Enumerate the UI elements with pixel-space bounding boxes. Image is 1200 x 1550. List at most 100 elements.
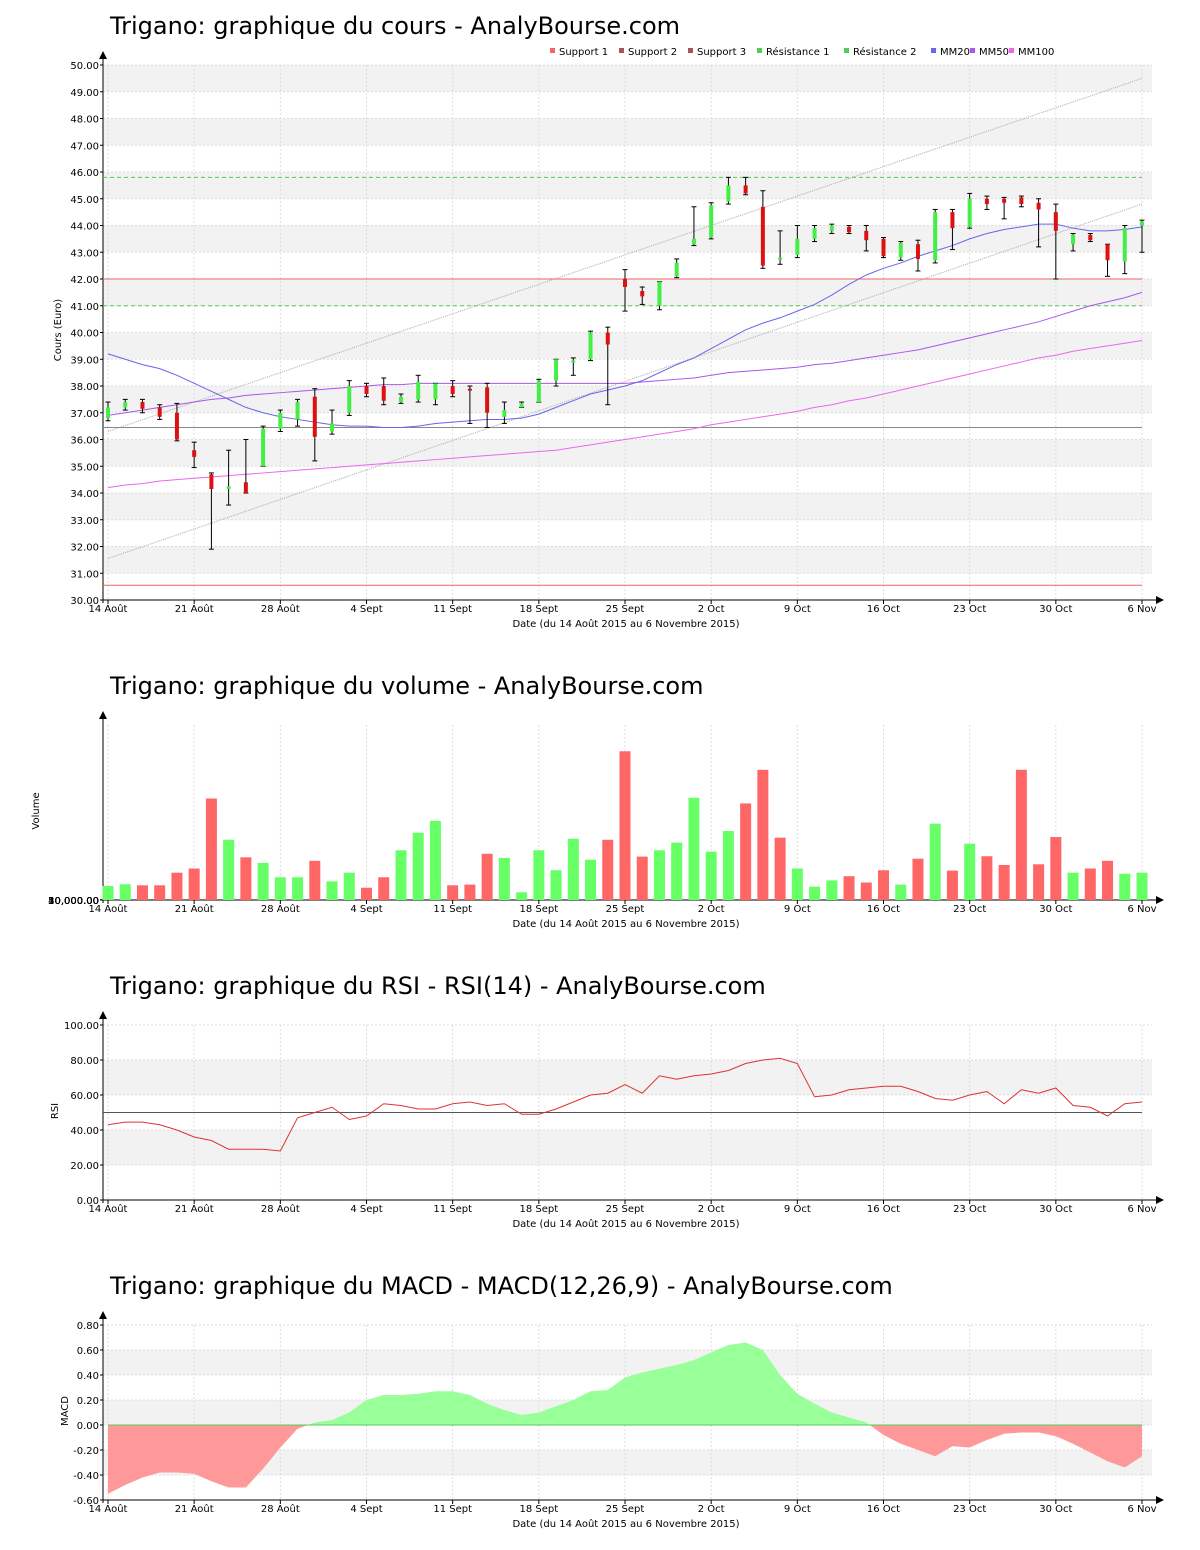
price-y-tick-label: 42.00 [70, 275, 99, 286]
price-x-tick-label: 14 Août [89, 603, 128, 615]
volume-bar [205, 798, 217, 900]
rsi-x-tick-label: 11 Sept [433, 1204, 472, 1215]
candle-body [554, 359, 559, 381]
candle-body [1036, 202, 1041, 210]
macd-x-tick-label: 28 Août [261, 1503, 300, 1515]
legend-label: Support 3 [697, 47, 746, 58]
trend-channel-lower [107, 203, 1143, 560]
volume-bar [843, 876, 855, 900]
rsi-x-tick-label: 2 Oct [698, 1204, 725, 1215]
price-candle [346, 380, 352, 416]
volume-bar [429, 820, 441, 900]
macd-y-tick-label: 0.40 [77, 1371, 99, 1382]
volume-chart: Trigano: graphique du volume - AnalyBour… [31, 672, 1164, 930]
candle-body [1122, 228, 1127, 262]
volume-bar [912, 858, 924, 900]
price-x-tick-label: 6 Nov [1127, 604, 1156, 615]
price-candle [967, 192, 973, 229]
volume-bar [171, 872, 183, 900]
macd-y-axis-arrow [99, 1311, 107, 1319]
candle-body [950, 212, 955, 229]
price-candle [639, 286, 645, 305]
price-candle [588, 330, 594, 362]
price-x-tick-label: 25 Sept [606, 604, 645, 615]
price-candle [467, 385, 473, 424]
price-candle [881, 237, 886, 259]
candle-body [398, 396, 403, 403]
candle-body [1140, 221, 1144, 226]
price-y-tick-label: 40.00 [70, 329, 99, 340]
candle-body [864, 230, 869, 241]
candle-body [416, 381, 421, 400]
candle-body [312, 396, 317, 437]
candle-body [657, 281, 662, 306]
volume-bar [326, 881, 338, 900]
price-candle [277, 409, 283, 432]
candle-body [847, 226, 852, 233]
rsi-y-tick-label: 80.00 [70, 1056, 99, 1067]
volume-bar [257, 862, 269, 900]
rsi-chart-title: Trigano: graphique du RSI - RSI(14) - An… [109, 972, 766, 1000]
price-chart-title: Trigano: graphique du cours - AnalyBours… [109, 12, 680, 40]
price-candle [1139, 219, 1145, 253]
volume-bar [292, 877, 304, 900]
price-x-tick-label: 23 Oct [953, 604, 986, 615]
volume-bar [757, 769, 769, 900]
volume-bar [481, 853, 493, 900]
price-x-tick-label: 28 Août [261, 603, 300, 615]
price-y-tick-label: 38.00 [70, 382, 99, 393]
macd-x-tick-label: 2 Oct [698, 1504, 725, 1515]
price-band [103, 65, 1152, 92]
price-candle [725, 176, 731, 205]
macd-chart: Trigano: graphique du MACD - MACD(12,26,… [60, 1272, 1164, 1530]
volume-bar [102, 886, 114, 900]
legend-label: MM50 [979, 47, 1009, 58]
macd-x-tick-label: 21 Août [175, 1503, 214, 1515]
price-candle [1105, 243, 1111, 277]
price-band [103, 386, 1152, 413]
price-band [103, 332, 1152, 360]
price-candle [295, 398, 301, 427]
macd-y-tick-label: 0.60 [77, 1346, 99, 1357]
candle-body [157, 407, 162, 417]
candle-body [588, 332, 593, 360]
price-y-tick-label: 44.00 [70, 222, 99, 233]
volume-y-tick-label: 0.00 [77, 896, 99, 907]
legend-label: Support 2 [628, 47, 677, 58]
price-chart: Trigano: graphique du cours - AnalyBours… [53, 12, 1164, 630]
volume-x-tick-label: 6 Nov [1127, 904, 1156, 915]
candle-body [433, 383, 438, 400]
volume-bar [878, 870, 889, 900]
mm50-line [107, 291, 1143, 416]
legend-swatch [550, 48, 555, 53]
macd-x-tick-label: 11 Sept [433, 1504, 472, 1515]
rsi-x-tick-label: 4 Sept [350, 1204, 382, 1215]
volume-bar [240, 857, 252, 900]
price-candle [243, 439, 249, 494]
price-y-tick-label: 45.00 [70, 195, 99, 206]
macd-x-axis-arrow [1156, 1496, 1164, 1504]
price-y-tick-label: 43.00 [70, 248, 99, 259]
price-band [103, 439, 1152, 467]
price-candle [812, 225, 818, 243]
rsi-y-label: RSI [50, 1103, 61, 1119]
price-y-tick-label: 33.00 [70, 516, 99, 527]
candle-body [1071, 234, 1076, 245]
volume-bar [1084, 868, 1096, 900]
price-candle [691, 206, 697, 247]
price-candle [174, 402, 180, 442]
macd-x-tick-label: 14 Août [89, 1503, 128, 1515]
volume-bar [636, 856, 648, 900]
mm100-line [107, 340, 1143, 489]
rsi-x-tick-label: 9 Oct [784, 1204, 811, 1215]
candle-body [1088, 234, 1093, 241]
price-candle [777, 230, 783, 265]
candle-body [640, 291, 645, 297]
candle-body [278, 412, 283, 429]
volume-x-axis-arrow [1156, 896, 1164, 904]
legend-label: Support 1 [559, 47, 608, 58]
price-y-tick-label: 50.00 [70, 61, 99, 72]
candle-body [605, 332, 610, 345]
price-candle [312, 388, 318, 462]
candle-body [209, 474, 214, 489]
